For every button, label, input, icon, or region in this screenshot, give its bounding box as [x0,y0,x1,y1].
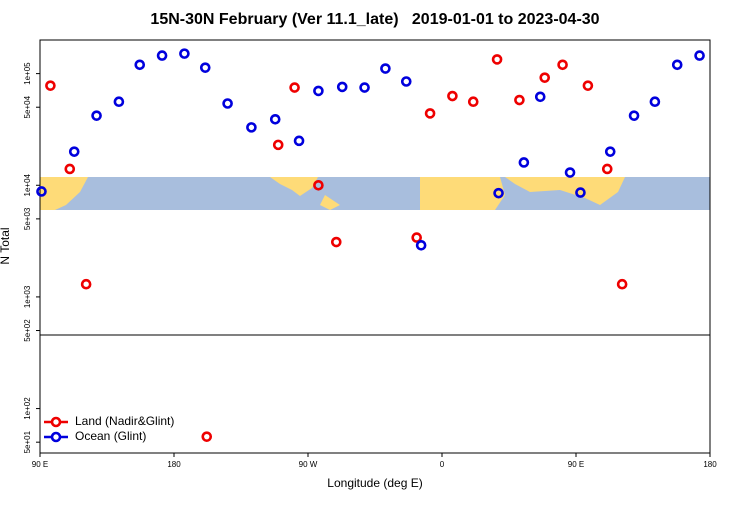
point [359,82,370,93]
point [424,108,436,119]
y-tick-label: 1e+04 [23,173,32,196]
legend-label: Ocean (Glint) [75,429,146,443]
point [564,167,576,178]
point [289,82,300,93]
point [582,80,594,91]
x-axis-label: Longitude (deg E) [327,476,422,490]
point [156,50,168,61]
point [557,59,568,71]
y-axis-label: N Total [0,227,12,264]
point [313,179,324,191]
point [80,278,92,290]
point [601,163,613,175]
point [518,157,530,168]
map-land [270,177,318,196]
point [313,85,324,97]
y-tick-label: 5e+04 [23,95,32,118]
legend-marker [50,416,62,428]
map-land [505,177,625,205]
point [199,62,211,73]
point [514,94,525,106]
legend-label: Land (Nadir&Glint) [75,414,174,428]
map-land [40,177,88,210]
x-tick-label: 180 [167,460,181,469]
chart-title: 15N-30N February (Ver 11.1_late) 2019-01… [150,11,599,28]
point [380,63,391,74]
point [534,91,546,103]
point [246,122,257,133]
point [222,98,233,109]
point [400,76,412,87]
point [575,187,586,198]
map-land [420,177,505,210]
point [539,72,551,83]
point [45,80,56,91]
y-tick-label: 5e+03 [23,207,32,230]
point [36,186,47,197]
point [113,96,125,108]
point [467,96,479,108]
point [201,431,213,442]
point [628,110,640,121]
point [694,50,705,61]
point [493,187,504,199]
point [671,59,683,71]
point [649,96,661,108]
point [91,110,102,121]
point [68,146,80,157]
point [336,81,348,93]
plot-frame [39,39,711,454]
y-tick-label: 1e+05 [23,62,32,85]
point [491,54,503,65]
map-band [40,177,710,210]
point [330,236,342,248]
point [415,239,427,251]
point [179,48,190,59]
y-tick-label: 1e+02 [23,397,32,420]
x-tick-label: 0 [440,460,445,469]
y-tick-label: 1e+03 [23,285,32,308]
x-tick-label: 90 E [32,460,48,469]
point [272,139,284,151]
x-tick-label: 90 W [299,460,318,469]
point [293,135,305,147]
point [411,232,422,243]
point [604,146,616,157]
point [64,163,76,175]
point [134,59,146,71]
point [616,278,628,290]
map-land [320,195,340,210]
y-tick-label: 5e+01 [23,430,32,453]
x-tick-label: 180 [703,460,717,469]
legend-marker [50,431,62,443]
point [447,90,458,102]
y-tick-label: 5e+02 [23,319,32,342]
x-tick-label: 90 E [568,460,584,469]
point [269,113,281,125]
